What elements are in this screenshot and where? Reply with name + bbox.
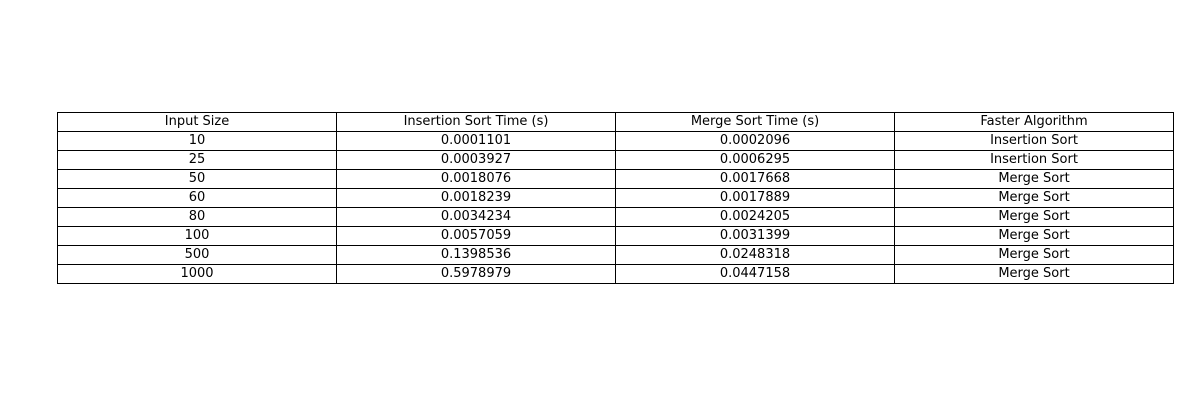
table-row: 100 0.0057059 0.0031399 Merge Sort (57, 226, 1174, 246)
header-row: Input Size Insertion Sort Time (s) Merge… (57, 112, 1174, 132)
cell-faster-algorithm: Merge Sort (894, 264, 1174, 284)
table-body: 10 0.0001101 0.0002096 Insertion Sort 25 0.00… (57, 131, 1174, 284)
cell-insertion-sort-time: 0.5978979 (336, 264, 616, 284)
cell-merge-sort-time: 0.0447158 (615, 264, 895, 284)
cell-input-size: 25 (57, 150, 337, 170)
cell-insertion-sort-time: 0.0018239 (336, 188, 616, 208)
cell-input-size: 10 (57, 131, 337, 151)
table-row: 50 0.0018076 0.0017668 Merge Sort (57, 169, 1174, 189)
cell-insertion-sort-time: 0.0003927 (336, 150, 616, 170)
cell-insertion-sort-time: 0.0034234 (336, 207, 616, 227)
table-row: 1000 0.5978979 0.0447158 Merge Sort (57, 264, 1174, 284)
cell-faster-algorithm: Merge Sort (894, 245, 1174, 265)
cell-insertion-sort-time: 0.0001101 (336, 131, 616, 151)
cell-input-size: 1000 (57, 264, 337, 284)
cell-input-size: 500 (57, 245, 337, 265)
cell-merge-sort-time: 0.0002096 (615, 131, 895, 151)
cell-insertion-sort-time: 0.0018076 (336, 169, 616, 189)
cell-insertion-sort-time: 0.1398536 (336, 245, 616, 265)
table-header: Input Size Insertion Sort Time (s) Merge… (57, 112, 1174, 132)
cell-insertion-sort-time: 0.0057059 (336, 226, 616, 246)
cell-faster-algorithm: Merge Sort (894, 188, 1174, 208)
header-merge-sort-time: Merge Sort Time (s) (615, 112, 895, 132)
cell-faster-algorithm: Merge Sort (894, 169, 1174, 189)
cell-merge-sort-time: 0.0031399 (615, 226, 895, 246)
table-row: 60 0.0018239 0.0017889 Merge Sort (57, 188, 1174, 208)
cell-faster-algorithm: Merge Sort (894, 226, 1174, 246)
cell-faster-algorithm: Merge Sort (894, 207, 1174, 227)
results-table: Input Size Insertion Sort Time (s) Merge… (57, 112, 1174, 284)
cell-merge-sort-time: 0.0017889 (615, 188, 895, 208)
cell-input-size: 50 (57, 169, 337, 189)
cell-merge-sort-time: 0.0006295 (615, 150, 895, 170)
cell-input-size: 80 (57, 207, 337, 227)
table-row: 500 0.1398536 0.0248318 Merge Sort (57, 245, 1174, 265)
cell-merge-sort-time: 0.0024205 (615, 207, 895, 227)
table-row: 10 0.0001101 0.0002096 Insertion Sort (57, 131, 1174, 151)
cell-merge-sort-time: 0.0017668 (615, 169, 895, 189)
table-row: 25 0.0003927 0.0006295 Insertion Sort (57, 150, 1174, 170)
header-insertion-sort-time: Insertion Sort Time (s) (336, 112, 616, 132)
header-faster-algorithm: Faster Algorithm (894, 112, 1174, 132)
cell-faster-algorithm: Insertion Sort (894, 150, 1174, 170)
cell-input-size: 60 (57, 188, 337, 208)
table-row: 80 0.0034234 0.0024205 Merge Sort (57, 207, 1174, 227)
cell-merge-sort-time: 0.0248318 (615, 245, 895, 265)
cell-input-size: 100 (57, 226, 337, 246)
header-input-size: Input Size (57, 112, 337, 132)
cell-faster-algorithm: Insertion Sort (894, 131, 1174, 151)
